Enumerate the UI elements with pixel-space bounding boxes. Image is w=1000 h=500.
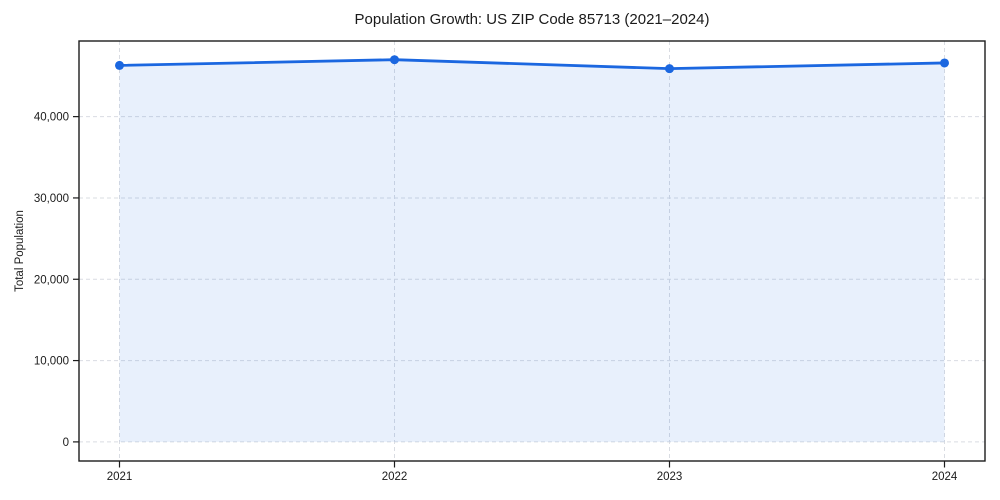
x-tick-label: 2022 (382, 471, 408, 483)
line-series (118, 58, 946, 71)
axis-ticks (73, 116, 946, 468)
chart-title: Population Growth: US ZIP Code 85713 (20… (354, 11, 710, 28)
x-tick-label: 2024 (932, 471, 958, 483)
data-point-marker (390, 55, 399, 65)
x-tick-label: 2021 (107, 471, 133, 483)
data-point-marker (665, 64, 674, 74)
data-point-marker (940, 58, 949, 68)
y-tick-labels: 0 10,000 20,000 30,000 40,000 (34, 112, 69, 449)
data-point-marker (115, 60, 124, 70)
y-tick-label: 20,000 (34, 274, 69, 286)
y-tick-label: 0 (63, 437, 69, 449)
y-tick-label: 40,000 (34, 112, 69, 124)
x-tick-label: 2023 (657, 471, 683, 483)
x-tick-labels: 2021 2022 2023 2024 (107, 471, 958, 483)
area-fill (119, 59, 945, 442)
gridlines (79, 41, 985, 461)
plot-frame (78, 40, 986, 462)
y-tick-label: 10,000 (34, 356, 69, 368)
y-tick-label: 30,000 (34, 193, 69, 205)
data-point-markers (115, 55, 949, 74)
